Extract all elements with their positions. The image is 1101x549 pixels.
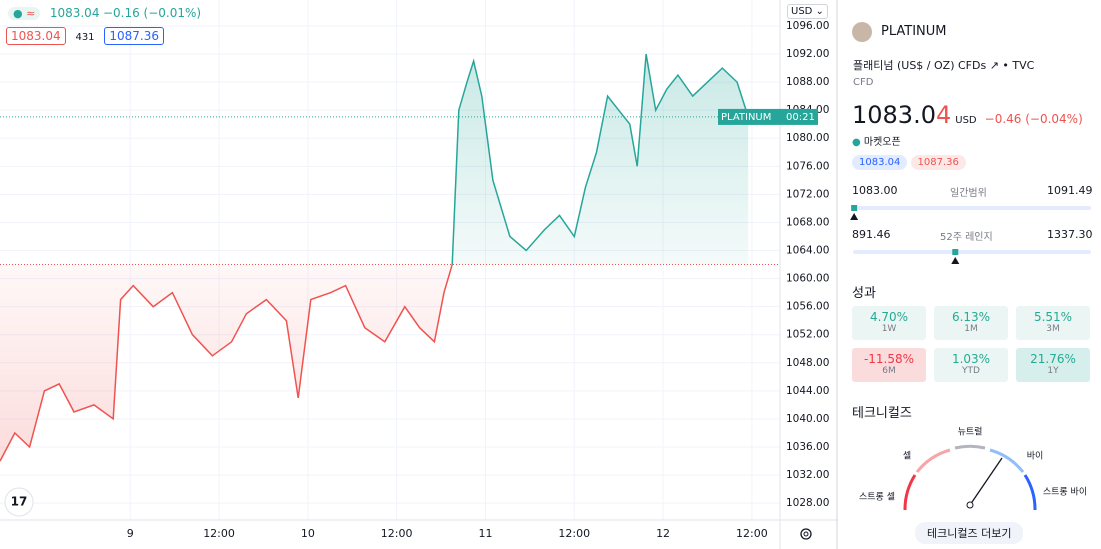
y-tick-label: 1060.00 bbox=[786, 273, 829, 285]
more-technicals[interactable]: 테크니컬즈 더보기 bbox=[915, 522, 1024, 544]
y-tick-label: 1036.00 bbox=[786, 441, 829, 453]
countdown: 00:21 bbox=[786, 112, 815, 123]
x-tick-label: 10 bbox=[301, 527, 315, 540]
week52-label: 52주 레인지 bbox=[940, 232, 993, 243]
price-main: 1083.0 bbox=[852, 101, 936, 129]
currency: USD bbox=[791, 6, 813, 17]
performance-period: 1W bbox=[881, 324, 897, 334]
performance-period: 1M bbox=[964, 324, 978, 334]
x-tick-label: 11 bbox=[478, 527, 492, 540]
svg-text:17: 17 bbox=[11, 495, 28, 509]
performance-period: 3M bbox=[1046, 324, 1060, 334]
strong-buy: 스트롱 바이 bbox=[1043, 487, 1087, 498]
y-tick-label: 1040.00 bbox=[786, 413, 829, 425]
y-tick-label: 1096.00 bbox=[786, 20, 829, 32]
performance-period: 1Y bbox=[1047, 366, 1059, 376]
status-icons: ● ≈ bbox=[8, 7, 41, 20]
y-tick-label: 1048.00 bbox=[786, 357, 829, 369]
symbol-icon bbox=[852, 22, 872, 42]
performance-title: 성과 bbox=[852, 286, 876, 301]
currency-button[interactable]: USD ⌄ bbox=[787, 4, 828, 19]
range-marker bbox=[952, 249, 959, 255]
x-tick-label: 12:00 bbox=[381, 527, 413, 540]
performance-value: 1.03% bbox=[951, 352, 991, 366]
y-tick-label: 1064.00 bbox=[786, 245, 829, 257]
bid-ask: 1083.04 431 1087.36 bbox=[6, 27, 164, 45]
performance-value: -11.58% bbox=[863, 352, 915, 366]
kind: CFD bbox=[853, 77, 874, 88]
ask: 1087.36 bbox=[104, 27, 164, 45]
day-range-label: 일간범위 bbox=[950, 188, 987, 199]
performance-period: 6M bbox=[882, 366, 896, 376]
y-tick-label: 1080.00 bbox=[786, 132, 829, 144]
y-tick-label: 1056.00 bbox=[786, 301, 829, 313]
settings-icon[interactable] bbox=[800, 528, 812, 540]
currency: USD bbox=[955, 115, 977, 126]
legend: ● ≈ 1083.04 −0.16 (−0.01%) bbox=[8, 6, 201, 20]
chart: 17 1028.00 1032.00 1036.00 1040.00 1044.00 10… bbox=[0, 0, 838, 549]
week52-high: 1337.30 bbox=[1047, 228, 1093, 241]
day-low: 1083.00 bbox=[852, 184, 898, 197]
y-tick-label: 1068.00 bbox=[786, 216, 829, 228]
gauge: 뉴트럴 셀 바이 스트롱 셀 스트롱 바이 bbox=[859, 427, 1087, 511]
y-tick-label: 1088.00 bbox=[786, 76, 829, 88]
strong-sell: 스트롱 셀 bbox=[859, 492, 895, 503]
range-pointer bbox=[951, 257, 960, 264]
y-tick-label: 1032.00 bbox=[786, 469, 829, 481]
y-tick-label: 1028.00 bbox=[786, 497, 829, 509]
price-tag: PLATINUM bbox=[721, 112, 771, 123]
x-tick-label: 9 bbox=[127, 527, 134, 540]
range-marker bbox=[851, 205, 858, 211]
price-tag-bg bbox=[718, 108, 818, 125]
performance-cell: 1.03% YTD bbox=[934, 348, 1008, 382]
x-tick-label: 12 bbox=[656, 527, 670, 540]
range-track bbox=[853, 250, 1091, 254]
performance-value: 4.70% bbox=[869, 310, 909, 324]
week52-low: 891.46 bbox=[852, 228, 891, 241]
day-high: 1091.49 bbox=[1047, 184, 1093, 197]
sell: 셀 bbox=[903, 451, 911, 462]
x-tick-label: 12:00 bbox=[736, 527, 768, 540]
tv-logo: 17 bbox=[4, 487, 34, 517]
market-status: 마켓오픈 bbox=[863, 137, 901, 148]
change: −0.46 (−0.04%) bbox=[984, 112, 1083, 126]
technicals-title: 테크니컬즈 bbox=[852, 406, 912, 421]
line bbox=[0, 264, 453, 462]
range-track bbox=[853, 206, 1091, 210]
area bbox=[452, 54, 749, 265]
performance-value: 6.13% bbox=[951, 310, 991, 324]
performance-cell: 6.13% 1M bbox=[934, 306, 1008, 340]
y-tick-label: 1092.00 bbox=[786, 48, 829, 60]
x-tick-label: 12:00 bbox=[203, 527, 235, 540]
performance-cell: 5.51% 3M bbox=[1016, 306, 1090, 340]
y-tick-label: 1052.00 bbox=[786, 329, 829, 341]
performance-period: YTD bbox=[962, 366, 980, 376]
spread: 431 bbox=[75, 32, 95, 43]
symbol[interactable]: PLATINUM bbox=[881, 24, 947, 39]
legend-change: −0.16 (−0.01%) bbox=[102, 6, 202, 20]
ask: 1087.36 bbox=[910, 155, 966, 170]
line bbox=[451, 53, 749, 265]
performance-cell: 4.70% 1W bbox=[852, 306, 926, 340]
range-pointer bbox=[850, 213, 859, 220]
performance-cell: -11.58% 6M bbox=[852, 348, 926, 382]
x-tick-label: 12:00 bbox=[558, 527, 590, 540]
legend-price: 1083.04 bbox=[49, 6, 100, 20]
price-digit: 4 bbox=[935, 101, 952, 129]
y-tick-label: 1072.00 bbox=[786, 188, 829, 200]
source: TVC bbox=[1012, 59, 1035, 72]
performance-cell: 21.76% 1Y bbox=[1016, 348, 1090, 382]
bid: 1083.04 bbox=[6, 27, 66, 45]
buy: 바이 bbox=[1027, 451, 1044, 462]
y-tick-label: 1044.00 bbox=[786, 385, 829, 397]
neutral: 뉴트럴 bbox=[958, 427, 983, 438]
performance-value: 21.76% bbox=[1030, 352, 1076, 366]
performance-value: 5.51% bbox=[1033, 310, 1073, 324]
y-tick-label: 1076.00 bbox=[786, 160, 829, 172]
range-bars bbox=[850, 205, 1091, 264]
description: 플래티넘 (US$ / OZ) CFDs bbox=[853, 59, 987, 72]
price: 1083.04 USD −0.46 (−0.04%) bbox=[852, 101, 1083, 129]
bid: 1083.04 bbox=[852, 155, 908, 170]
